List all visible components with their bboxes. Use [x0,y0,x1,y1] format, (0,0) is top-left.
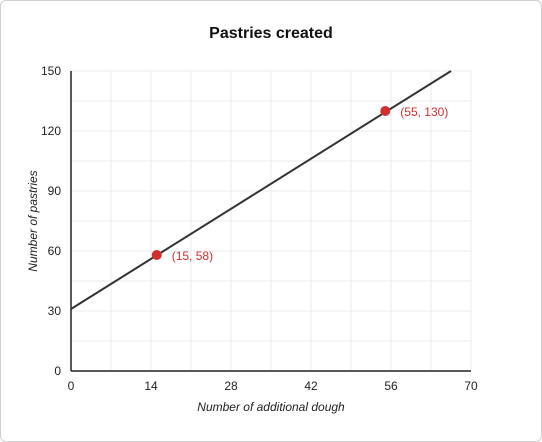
x-axis-label: Number of additional dough [197,400,345,414]
y-tick-label: 30 [48,304,62,318]
x-tick-label: 70 [464,379,478,393]
y-tick-label: 60 [48,244,62,258]
data-points: (15, 58) (55, 130) [151,105,448,263]
data-point [380,106,391,116]
x-tick-label: 56 [384,379,398,393]
x-tick-label: 42 [304,379,318,393]
x-tick-label: 14 [144,379,158,393]
series-lines [70,70,452,310]
x-tick-label: 0 [68,379,75,393]
y-tick-label: 120 [41,124,61,138]
chart-title: Pastries created [209,25,333,42]
tick-labels: 0 14 28 42 56 70 0 30 60 90 120 150 [41,64,478,393]
axes [70,71,471,372]
data-point-label: (15, 58) [172,249,213,263]
y-axis-label: Number of pastries [26,170,40,271]
data-point [151,250,162,260]
y-tick-label: 0 [54,364,61,378]
y-tick-label: 150 [41,64,61,78]
x-tick-label: 28 [224,379,238,393]
y-tick-label: 90 [48,184,62,198]
series-line [70,70,452,310]
data-point-label: (55, 130) [400,105,448,119]
